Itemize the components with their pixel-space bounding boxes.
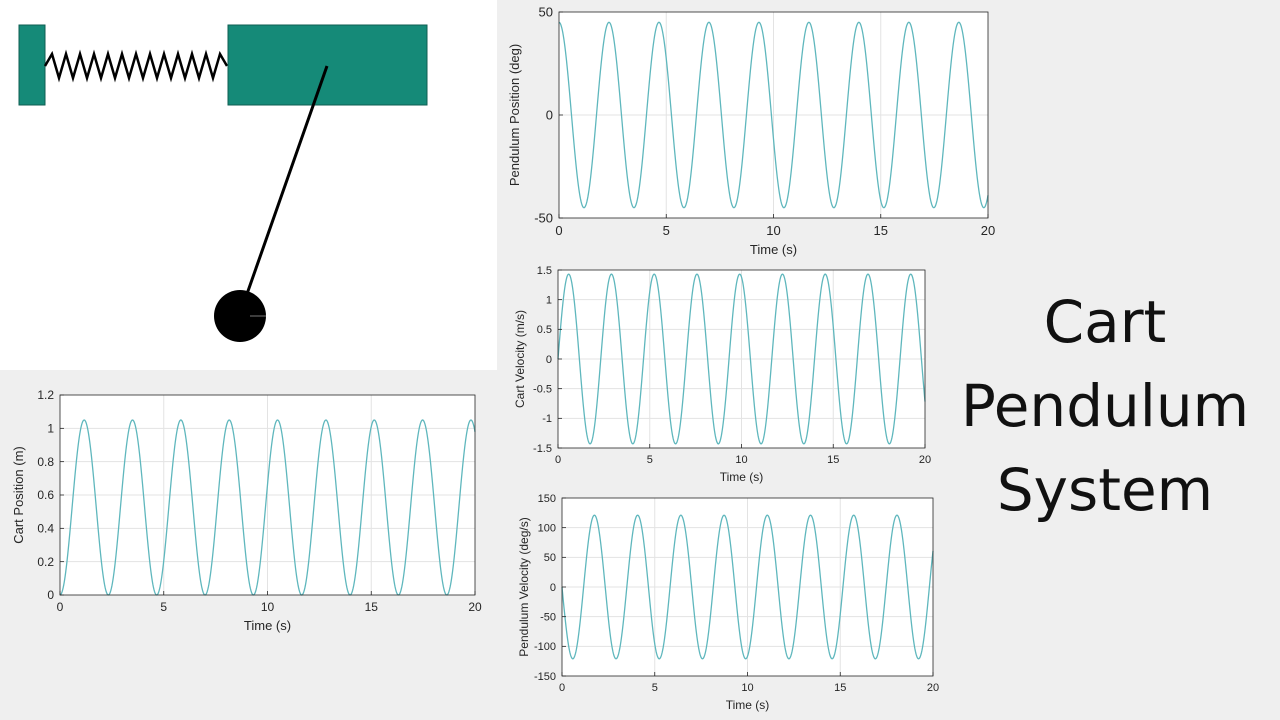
y-axis-label: Pendulum Velocity (deg/s) xyxy=(517,517,531,656)
y-tick-label: 0 xyxy=(546,108,553,123)
chart-cart-velocity: 0 5 10 15 20 -1.5 -1 -0.5 0 0.5 1 1.5 Time (s) Cart V… xyxy=(513,265,931,484)
x-tick-label: 5 xyxy=(663,223,670,238)
y-tick-label: 0 xyxy=(47,588,54,602)
simulation-panel xyxy=(0,0,497,370)
y-tick-label: 0.2 xyxy=(37,555,54,569)
y-tick-label: -0.5 xyxy=(533,384,552,396)
x-tick-label: 5 xyxy=(647,454,653,466)
y-tick-label: 0.6 xyxy=(37,488,54,502)
y-tick-label: -50 xyxy=(534,211,553,226)
x-tick-label: 10 xyxy=(261,600,275,614)
title-line-3: System xyxy=(996,456,1214,524)
x-axis-label: Time (s) xyxy=(726,698,770,712)
y-tick-label: -50 xyxy=(540,612,556,624)
y-tick-label: -1.5 xyxy=(533,443,552,455)
y-tick-label: -1 xyxy=(542,413,552,425)
x-axis-label: Time (s) xyxy=(750,242,797,257)
title-block: Cart Pendulum System xyxy=(940,280,1270,532)
x-tick-label: 15 xyxy=(365,600,379,614)
x-tick-label: 20 xyxy=(468,600,482,614)
y-tick-label: 50 xyxy=(539,5,553,20)
pendulum-bob xyxy=(214,290,266,342)
x-tick-label: 15 xyxy=(827,454,839,466)
y-tick-label: 0.5 xyxy=(537,324,552,336)
x-tick-label: 20 xyxy=(919,454,931,466)
y-tick-label: 150 xyxy=(538,493,556,505)
cart-block xyxy=(227,24,428,106)
y-tick-label: 1.2 xyxy=(37,388,54,402)
pendulum-rod xyxy=(239,65,329,312)
x-tick-label: 10 xyxy=(741,682,753,694)
y-tick-label: 1 xyxy=(47,422,54,436)
y-tick-label: 0 xyxy=(546,354,552,366)
title-line-1: Cart xyxy=(1043,288,1167,356)
y-axis-label: Cart Position (m) xyxy=(11,446,26,544)
x-tick-label: 20 xyxy=(981,223,995,238)
y-tick-label: -100 xyxy=(534,641,556,653)
y-axis-label: Cart Velocity (m/s) xyxy=(513,310,527,408)
x-tick-label: 15 xyxy=(874,223,888,238)
x-tick-label: 5 xyxy=(160,600,167,614)
x-axis-label: Time (s) xyxy=(244,618,291,633)
y-tick-label: 0.4 xyxy=(37,522,54,536)
y-tick-label: 0.8 xyxy=(37,455,54,469)
y-tick-label: 50 xyxy=(544,552,556,564)
x-tick-label: 10 xyxy=(735,454,747,466)
y-tick-label: 100 xyxy=(538,523,556,535)
y-tick-label: 1 xyxy=(546,295,552,307)
x-tick-label: 15 xyxy=(834,682,846,694)
wall-block xyxy=(18,24,46,106)
simulation-canvas xyxy=(18,24,428,342)
series-line xyxy=(558,21,989,209)
spring xyxy=(43,49,229,83)
y-tick-label: 1.5 xyxy=(537,265,552,277)
chart-pendulum-velocity: 0 5 10 15 20 -150 -100 -50 0 50 100 150 Time (s) Pend… xyxy=(517,493,939,712)
x-tick-label: 20 xyxy=(927,682,939,694)
title-line-2: Pendulum xyxy=(960,372,1250,440)
series-line xyxy=(557,273,926,445)
chart-cart-position: 0 5 10 15 20 0 0.2 0.4 0.6 0.8 1 1.2 Time (s) Cart Po… xyxy=(11,388,482,633)
y-axis-label: Pendulum Position (deg) xyxy=(507,44,522,186)
x-tick-label: 0 xyxy=(559,682,565,694)
series-line xyxy=(561,514,934,660)
y-tick-label: 0 xyxy=(550,582,556,594)
y-tick-label: -150 xyxy=(534,671,556,683)
x-axis-label: Time (s) xyxy=(720,470,764,484)
x-tick-label: 0 xyxy=(555,454,561,466)
x-tick-label: 0 xyxy=(555,223,562,238)
x-tick-label: 10 xyxy=(766,223,780,238)
x-tick-label: 5 xyxy=(652,682,658,694)
series-line xyxy=(59,419,476,596)
x-tick-label: 0 xyxy=(57,600,64,614)
